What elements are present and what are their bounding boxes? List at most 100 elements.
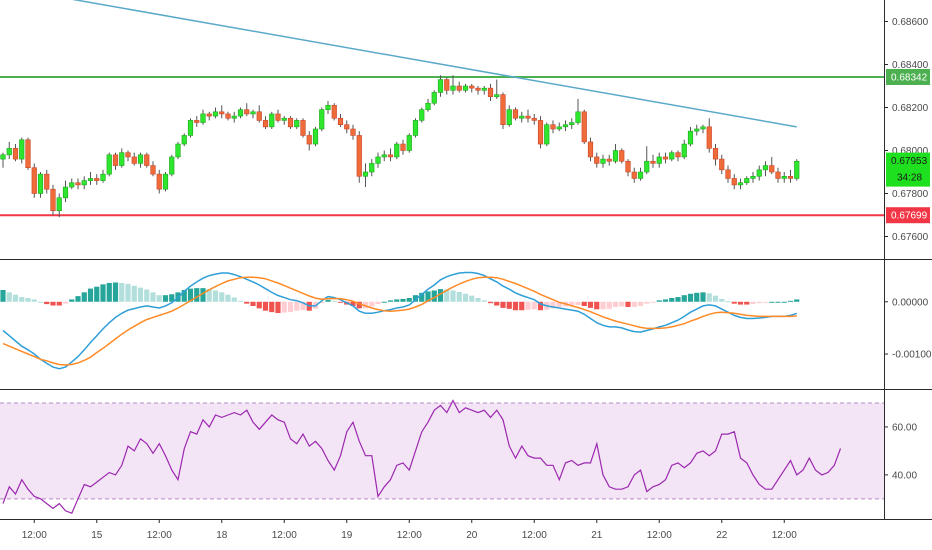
candle-body (737, 182, 744, 186)
macd-histogram-bar (787, 300, 794, 302)
macd-panel[interactable] (0, 271, 800, 370)
macd-histogram-bar (337, 301, 344, 303)
macd-histogram-bar (706, 293, 712, 302)
macd-histogram-bar (781, 301, 787, 303)
candle-up (56, 193, 62, 218)
candle-up (0, 152, 6, 168)
candle-down (225, 111, 231, 121)
macd-histogram-bar (669, 298, 675, 302)
macd-histogram-bar (269, 301, 275, 313)
candle-body (656, 156, 662, 164)
price-panel[interactable] (0, 0, 884, 218)
macd-histogram-bar (775, 301, 781, 303)
macd-histogram-bar (131, 285, 137, 302)
candle-body (769, 165, 775, 173)
candle-down (194, 116, 200, 127)
candle-body (6, 148, 12, 156)
candle-down (537, 116, 544, 149)
candle-body (150, 165, 156, 175)
macd-histogram-bar (75, 296, 81, 302)
candle-body (119, 152, 125, 166)
candle-down (287, 116, 294, 129)
candle-up (737, 178, 744, 190)
candle-body (375, 156, 381, 164)
candle-up (187, 118, 194, 138)
macd-histogram-bar (44, 301, 50, 305)
candle-up (569, 118, 575, 129)
macd-histogram-bar (431, 290, 437, 302)
candle-body (0, 154, 6, 160)
macd-histogram-bar (587, 301, 594, 308)
price-tick-label: 0.67600 (892, 232, 929, 243)
rsi-line (2, 399, 842, 514)
candle-up (169, 154, 175, 177)
candle-down (387, 148, 394, 162)
candle-body (369, 163, 375, 173)
candle-down (331, 103, 337, 121)
candle-body (137, 154, 144, 164)
candle-up (312, 126, 319, 147)
candle-body (600, 158, 606, 164)
candle-body (394, 143, 400, 158)
candle-up (494, 79, 500, 99)
macd-line (2, 271, 798, 370)
candle-body (144, 154, 150, 166)
countdown-label: 34:28 (897, 173, 922, 184)
candle-body (169, 156, 175, 175)
candle-body (350, 128, 356, 136)
candle-down (631, 167, 637, 183)
candle-down (262, 116, 269, 129)
candle-body (419, 109, 425, 121)
candle-body (100, 173, 106, 181)
rsi-panel[interactable] (0, 399, 884, 514)
candle-up (656, 152, 662, 168)
current-price-tag (886, 152, 930, 187)
candle-body (87, 178, 94, 181)
panel-separators[interactable] (0, 0, 932, 520)
candle-body (356, 135, 362, 177)
candle-body (294, 120, 300, 128)
candle-body (612, 150, 619, 162)
macd-histogram-bar (319, 301, 325, 304)
candle-body (219, 111, 225, 115)
macd-histogram-bar (494, 301, 500, 306)
candle-down (356, 131, 362, 183)
macd-histogram-bar (419, 292, 425, 302)
candle-down (94, 174, 100, 185)
candle-up (794, 159, 800, 181)
candle-down (256, 105, 262, 123)
candle-body (212, 111, 219, 117)
macd-histogram-bar (450, 290, 456, 302)
macd-histogram-bar (162, 295, 169, 302)
candle-down (206, 111, 212, 121)
candle-body (662, 156, 669, 160)
macd-histogram-bar (531, 301, 537, 310)
time-tick-label: 15 (91, 530, 103, 541)
price-tick-label: 0.68200 (892, 103, 929, 114)
candle-body (581, 111, 587, 143)
candle-up (700, 124, 706, 134)
macd-histogram-bar (425, 291, 431, 302)
macd-histogram-bar (212, 290, 219, 302)
candle-down (787, 169, 794, 183)
macd-histogram-bar (725, 301, 731, 303)
time-axis[interactable]: 12:00 15 12:00 18 12:00 19 12:00 20 12:00 21 12:00… (22, 519, 797, 541)
candle-up (62, 180, 69, 203)
macd-histogram-bar (12, 294, 19, 302)
price-tick-label: 0.68400 (892, 60, 929, 71)
macd-histogram-bar (537, 301, 544, 311)
candle-down (731, 174, 737, 190)
candle-up (637, 167, 644, 181)
macd-histogram-bar (125, 283, 131, 302)
candle-up (556, 122, 562, 132)
candle-down (344, 120, 350, 134)
candle-down (650, 154, 656, 168)
candle-body (631, 171, 637, 179)
macd-histogram-bar (275, 301, 281, 314)
candle-up (162, 172, 169, 192)
macd-tick-label: 0.00000 (892, 297, 929, 308)
candle-body (469, 85, 475, 89)
candle-body (756, 169, 762, 177)
candle-down (150, 161, 156, 177)
